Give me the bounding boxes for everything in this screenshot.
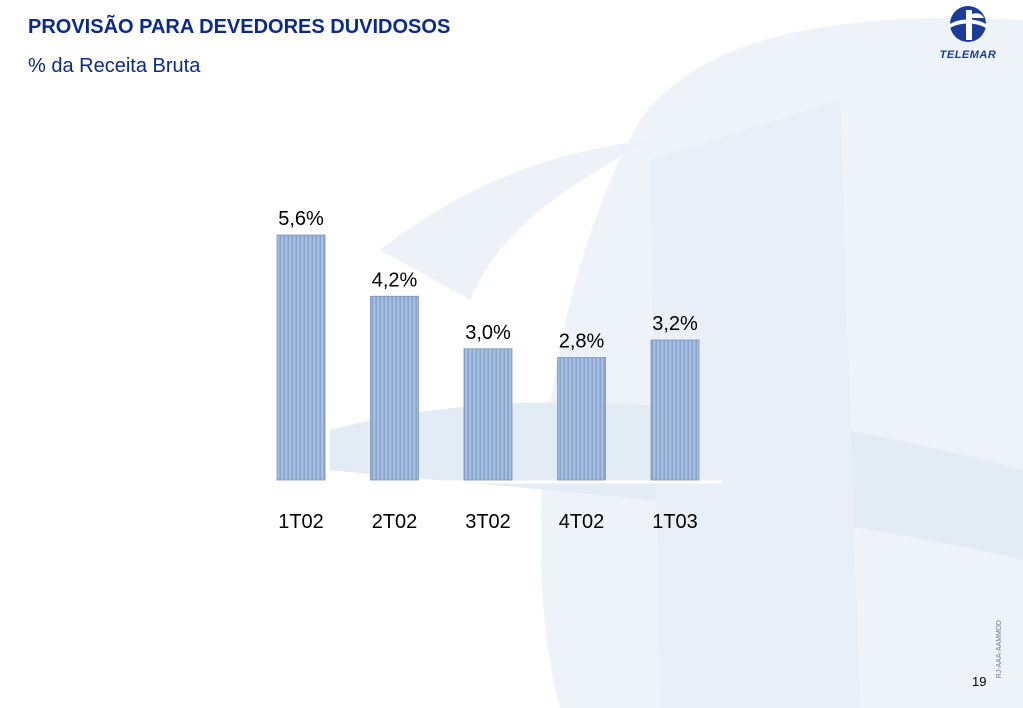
page-subtitle: % da Receita Bruta [28, 55, 201, 77]
x-tick-label-1T03: 1T03 [652, 511, 698, 533]
data-label-2T02: 4,2% [372, 269, 418, 291]
data-label-1T03: 3,2% [652, 313, 698, 335]
telemar-globe-icon [950, 6, 986, 42]
page-title: PROVISÃO PARA DEVEDORES DUVIDOSOS [28, 16, 451, 38]
data-label-4T02: 2,8% [559, 331, 605, 353]
bar-3T02 [463, 348, 513, 481]
x-tick-label-2T02: 2T02 [372, 511, 418, 533]
data-label-3T02: 3,0% [465, 322, 511, 344]
bar-2T02 [370, 295, 419, 481]
bar-4T02 [557, 357, 606, 481]
data-label-1T02: 5,6% [278, 208, 324, 230]
x-tick-label-3T02: 3T02 [465, 511, 511, 533]
footer-code: RJ-AAA-AAMMDD [996, 620, 1003, 679]
page-number: 19 [972, 674, 987, 689]
bar-1T03 [650, 339, 700, 481]
watermark-globe-stem [650, 100, 860, 708]
bar-1T02 [276, 234, 326, 481]
x-tick-label-4T02: 4T02 [559, 511, 605, 533]
x-tick-label-1T02: 1T02 [278, 511, 324, 533]
logo-text: TELEMAR [939, 49, 997, 61]
watermark-globe-swoosh [380, 140, 650, 300]
